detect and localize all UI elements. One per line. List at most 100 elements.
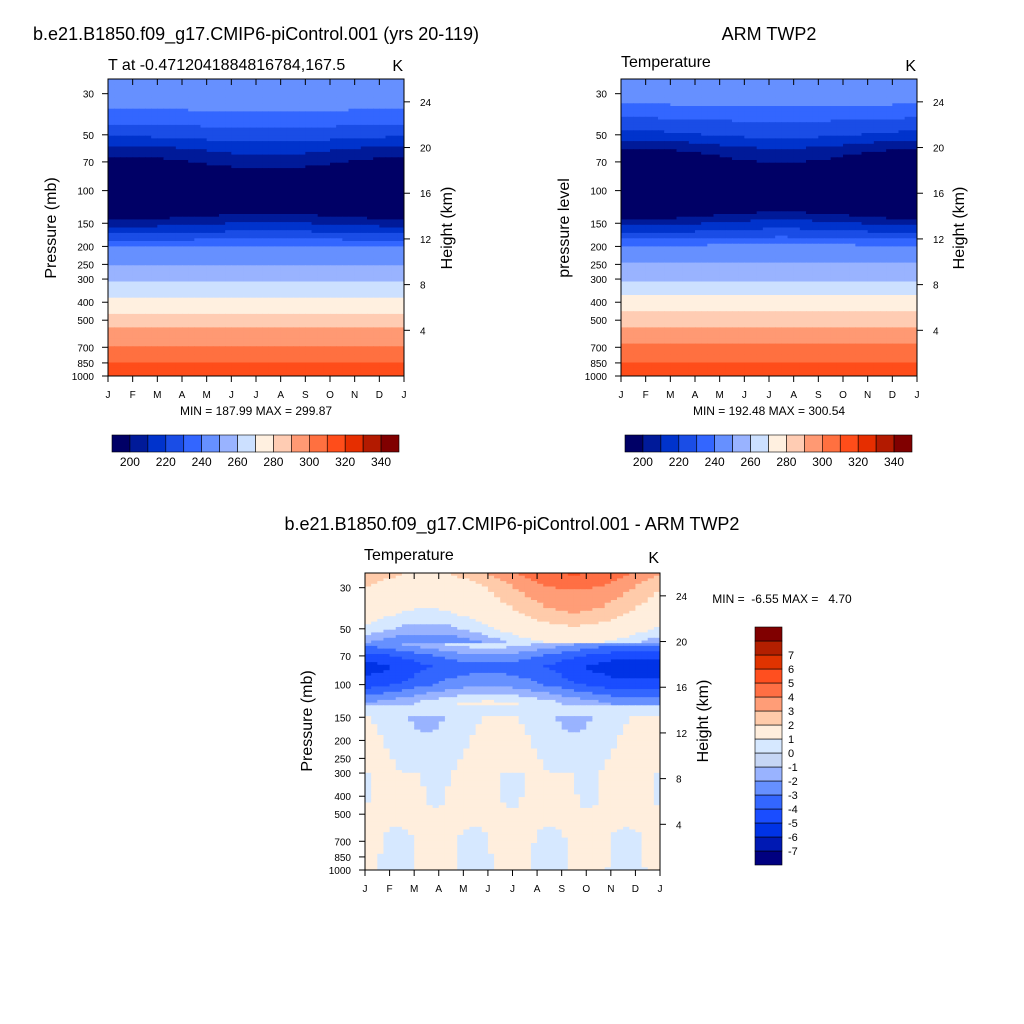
contour-cell: [249, 335, 257, 339]
contour-cell: [286, 127, 294, 131]
contour-cell: [280, 357, 288, 361]
contour-cell: [175, 103, 183, 107]
contour-cell: [157, 197, 165, 202]
contour-cell: [157, 238, 165, 242]
contour-cell: [225, 157, 232, 161]
contour-cell: [317, 295, 325, 299]
contour-cell: [138, 216, 146, 220]
contour-cell: [163, 133, 171, 137]
contour-cell: [286, 151, 294, 156]
contour-cell: [379, 249, 387, 253]
contour-cell: [280, 178, 288, 183]
contour-cell: [268, 297, 276, 301]
contour-cell: [373, 114, 380, 118]
contour-cell: [317, 330, 325, 334]
contour-cell: [385, 322, 393, 326]
contour-cell: [225, 308, 232, 312]
contour-cell: [126, 235, 134, 239]
contour-cell: [219, 251, 226, 256]
contour-cell: [391, 235, 399, 239]
contour-cell: [219, 141, 226, 145]
contour-cell: [293, 108, 300, 112]
contour-cell: [200, 135, 208, 139]
contour-cell: [157, 187, 165, 191]
contour-cell: [169, 346, 177, 350]
contour-cell: [286, 176, 294, 180]
contour-cell: [348, 146, 356, 150]
contour-cell: [132, 211, 140, 215]
contour-cell: [108, 303, 115, 307]
contour-cell: [157, 235, 165, 239]
contour-cell: [348, 108, 356, 112]
contour-cell: [237, 173, 245, 177]
contour-cell: [323, 251, 331, 256]
contour-cell: [157, 316, 165, 320]
contour-cell: [336, 92, 343, 96]
contour-cell: [138, 181, 146, 185]
contour-cell: [305, 111, 313, 115]
contour-cell: [354, 303, 362, 307]
contour-cell: [274, 130, 282, 134]
contour-cell: [299, 357, 306, 361]
contour-cell: [367, 327, 374, 331]
contour-cell: [280, 176, 288, 180]
contour-cell: [169, 219, 177, 223]
contour-cell: [114, 87, 121, 91]
contour-cell: [151, 257, 158, 261]
contour-cell: [157, 219, 165, 223]
contour-cell: [367, 151, 374, 156]
contour-cell: [138, 173, 146, 177]
contour-cell: [182, 332, 189, 337]
contour-cell: [237, 189, 245, 193]
contour-cell: [311, 295, 319, 299]
contour-cell: [268, 335, 276, 339]
contour-cell: [219, 349, 226, 353]
contour-cell: [299, 127, 306, 131]
contour-cell: [379, 354, 387, 358]
contour-cell: [249, 330, 257, 334]
contour-cell: [379, 178, 387, 183]
contour-cell: [373, 224, 380, 229]
contour-cell: [225, 119, 232, 123]
contour-cell: [206, 257, 214, 261]
contour-cell: [256, 192, 263, 196]
contour-cell: [311, 176, 319, 180]
contour-cell: [354, 219, 362, 223]
contour-cell: [138, 286, 146, 291]
contour-cell: [299, 89, 306, 94]
contour-cell: [342, 241, 350, 245]
contour-cell: [231, 146, 239, 150]
contour-cell: [175, 273, 183, 277]
contour-cell: [317, 108, 325, 112]
contour-cell: [237, 151, 245, 156]
contour-cell: [175, 92, 183, 96]
contour-cell: [114, 114, 121, 118]
contour-cell: [145, 214, 152, 218]
contour-cell: [212, 95, 220, 99]
contour-cell: [249, 254, 257, 258]
contour-cell: [256, 97, 263, 102]
contour-cell: [163, 103, 171, 107]
contour-cell: [323, 108, 331, 112]
contour-cell: [293, 273, 300, 277]
contour-cell: [391, 162, 399, 166]
contour-cell: [114, 162, 121, 166]
contour-cell: [114, 211, 121, 215]
contour-cell: [367, 84, 374, 88]
contour-cell: [163, 338, 171, 342]
contour-cell: [354, 289, 362, 293]
contour-cell: [249, 119, 257, 123]
contour-cell: [379, 243, 387, 247]
contour-cell: [330, 127, 337, 131]
contour-cell: [120, 133, 128, 137]
contour-cell: [182, 268, 189, 272]
contour-cell: [286, 349, 294, 353]
contour-cell: [293, 230, 300, 234]
contour-cell: [293, 173, 300, 177]
contour-cell: [219, 189, 226, 193]
contour-cell: [225, 189, 232, 193]
contour-cell: [397, 246, 404, 250]
contour-cell: [157, 327, 165, 331]
contour-cell: [379, 270, 387, 274]
contour-cell: [114, 181, 121, 185]
